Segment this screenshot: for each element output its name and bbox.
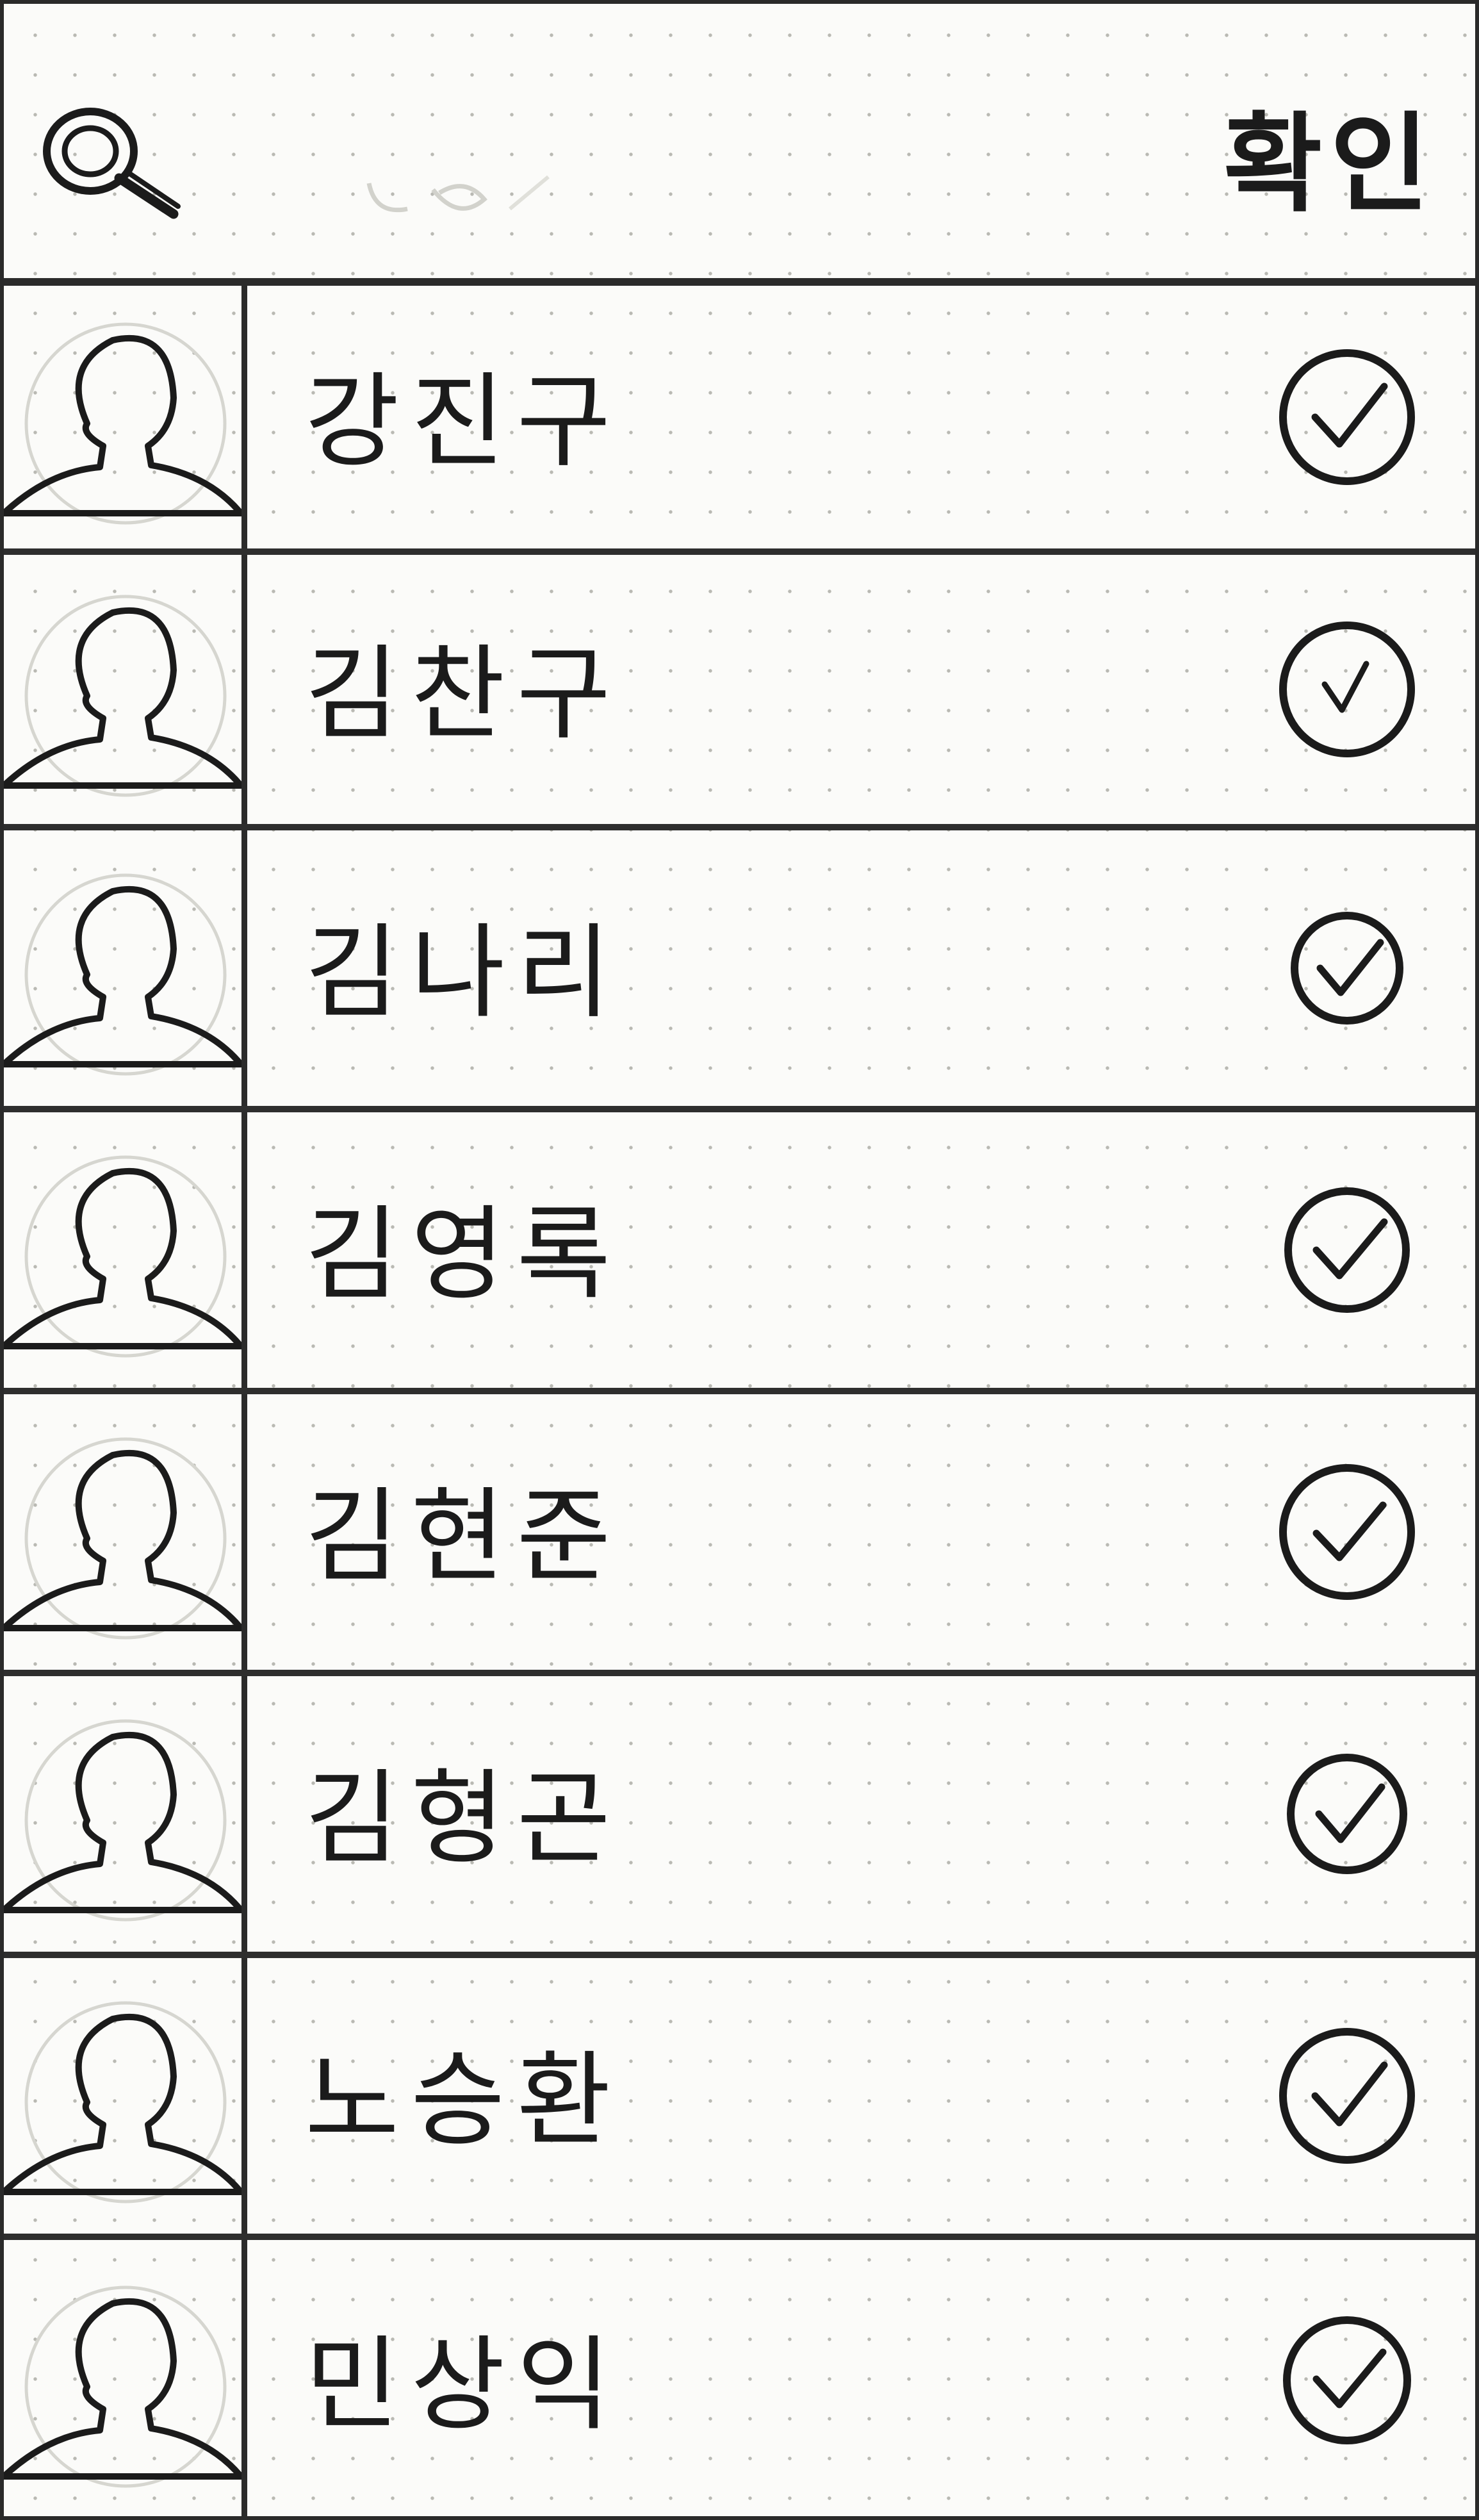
check-circle-icon bbox=[1279, 1464, 1415, 1600]
contact-row[interactable]: 민상익 bbox=[4, 2240, 1475, 2520]
selected-check[interactable] bbox=[1270, 1455, 1424, 1609]
contact-list: 강진구 김찬구 bbox=[4, 286, 1475, 2520]
check-circle-icon bbox=[1291, 912, 1403, 1025]
contact-row[interactable]: 김현준 bbox=[4, 1394, 1475, 1676]
person-silhouette-icon bbox=[4, 2001, 241, 2203]
selected-check[interactable] bbox=[1270, 340, 1424, 494]
selected-check[interactable] bbox=[1270, 2303, 1424, 2457]
selected-check[interactable] bbox=[1270, 613, 1424, 766]
contact-name: 김나리 bbox=[305, 912, 623, 1033]
avatar bbox=[4, 555, 247, 824]
person-silhouette-icon bbox=[4, 1719, 241, 1922]
check-circle-icon bbox=[1279, 349, 1415, 485]
contact-name: 강진구 bbox=[305, 361, 623, 482]
contact-name: 김영록 bbox=[305, 1194, 623, 1315]
check-circle-icon bbox=[1284, 1187, 1410, 1313]
contact-row[interactable]: 김영록 bbox=[4, 1112, 1475, 1394]
contact-name: 김현준 bbox=[305, 1476, 623, 1597]
avatar bbox=[4, 1958, 247, 2234]
person-silhouette-icon bbox=[4, 1155, 241, 1358]
contact-name: 민상익 bbox=[305, 2324, 623, 2444]
search-button[interactable] bbox=[29, 100, 196, 228]
person-silhouette-icon bbox=[4, 1437, 241, 1640]
check-circle-icon bbox=[1279, 622, 1415, 757]
avatar bbox=[4, 2240, 247, 2520]
avatar bbox=[4, 1394, 247, 1670]
contact-row[interactable]: 김찬구 bbox=[4, 555, 1475, 830]
avatar bbox=[4, 1112, 247, 1388]
avatar bbox=[4, 286, 247, 548]
person-silhouette-icon bbox=[4, 595, 241, 797]
selected-check[interactable] bbox=[1270, 891, 1424, 1045]
selected-check[interactable] bbox=[1270, 1737, 1424, 1891]
selected-check[interactable] bbox=[1270, 1173, 1424, 1327]
avatar bbox=[4, 830, 247, 1106]
search-icon bbox=[43, 108, 181, 219]
contact-name: 김형곤 bbox=[305, 1758, 623, 1879]
person-silhouette-icon bbox=[4, 873, 241, 1076]
person-silhouette-icon bbox=[4, 322, 241, 525]
contact-name: 김찬구 bbox=[305, 634, 623, 754]
check-circle-icon bbox=[1287, 1754, 1407, 1874]
top-bar: 확인 bbox=[4, 4, 1475, 286]
erased-sketch-mark bbox=[363, 164, 555, 222]
selected-check[interactable] bbox=[1270, 2019, 1424, 2173]
check-circle-icon bbox=[1279, 2028, 1415, 2164]
contact-row[interactable]: 노승환 bbox=[4, 1958, 1475, 2240]
person-silhouette-icon bbox=[4, 2285, 241, 2487]
avatar bbox=[4, 1676, 247, 1952]
confirm-button[interactable]: 확인 bbox=[1223, 101, 1437, 227]
check-circle-icon bbox=[1283, 2316, 1411, 2444]
contact-row[interactable]: 김형곤 bbox=[4, 1676, 1475, 1958]
contact-name: 노승환 bbox=[305, 2040, 623, 2161]
contact-row[interactable]: 김나리 bbox=[4, 830, 1475, 1112]
contact-row[interactable]: 강진구 bbox=[4, 286, 1475, 555]
